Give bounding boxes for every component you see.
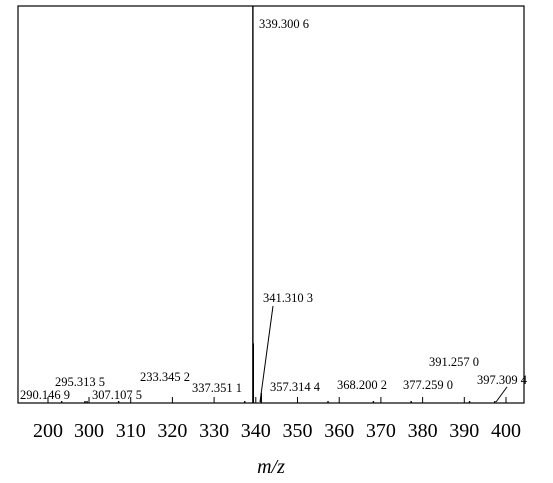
- x-tick-label: 310: [116, 420, 146, 442]
- x-tick-label: 200: [33, 420, 63, 442]
- peak-label: 397.309 4: [477, 373, 528, 387]
- peak-label: 307.107 5: [92, 388, 142, 402]
- peak-label: 391.257 0: [429, 355, 479, 369]
- peak-label: 377.259 0: [403, 378, 453, 392]
- x-axis-label: m/z: [257, 456, 285, 478]
- peak-label: 290.146 9: [20, 388, 70, 402]
- x-tick-label: 380: [408, 420, 438, 442]
- peak-label: 337.351 1: [192, 381, 242, 395]
- label-leader-line: [259, 305, 274, 403]
- x-tick-label: 350: [283, 420, 313, 442]
- spectrum-peaks: [60, 6, 496, 403]
- x-axis-tick-labels: 200 300 310 320 330 340 350 360 370 380 390 400: [33, 420, 521, 442]
- peak-label: 339.300 6: [259, 17, 309, 31]
- peak-label: 368.200 2: [337, 378, 387, 392]
- peak-label: 357.314 4: [270, 380, 321, 394]
- x-tick-label: 360: [324, 420, 354, 442]
- plot-frame: [17, 5, 525, 404]
- x-tick-label: 340: [241, 420, 271, 442]
- peak-label: 341.310 3: [263, 291, 313, 305]
- peak-label: 295.313 5: [55, 375, 105, 389]
- x-tick-label: 320: [157, 420, 187, 442]
- label-leader-line: [495, 386, 508, 403]
- x-axis-ticks: [47, 397, 507, 403]
- label-leader-lines: [259, 305, 508, 403]
- x-tick-label: 330: [199, 420, 229, 442]
- x-tick-label: 300: [74, 420, 104, 442]
- x-tick-label: 390: [449, 420, 479, 442]
- peak-label: 233.345 2: [140, 370, 190, 384]
- x-tick-label: 400: [491, 420, 521, 442]
- x-tick-label: 370: [366, 420, 396, 442]
